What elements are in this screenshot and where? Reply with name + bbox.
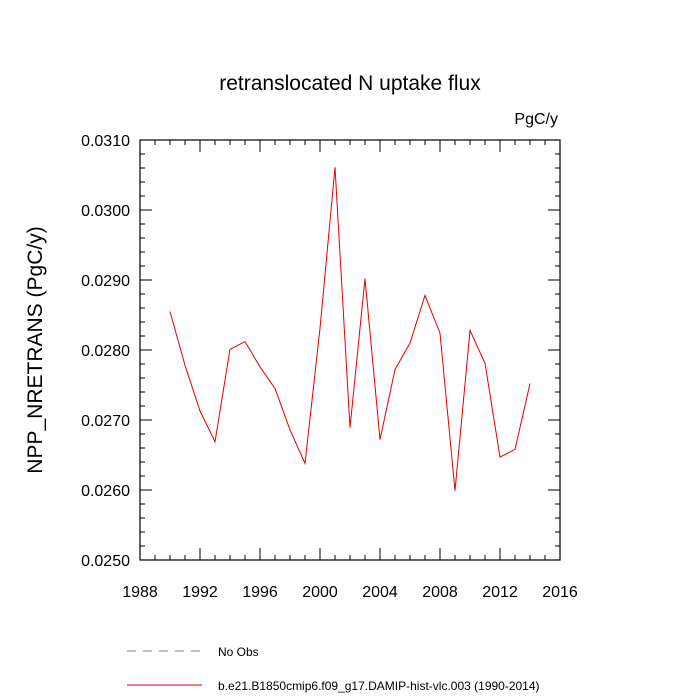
y-tick-label: 0.0290 xyxy=(81,273,130,290)
legend-label-no-obs: No Obs xyxy=(218,645,259,659)
y-tick-label: 0.0300 xyxy=(81,203,130,220)
x-tick-label: 1996 xyxy=(242,584,278,601)
x-tick-label: 1992 xyxy=(182,584,218,601)
plot-frame xyxy=(139,139,561,561)
y-tick-labels: 0.0250 0.0260 0.0270 0.0280 0.0290 0.0300 0.03… xyxy=(81,133,130,570)
x-tick-label: 2004 xyxy=(362,584,398,601)
x-tick-label: 2000 xyxy=(302,584,338,601)
series-layer xyxy=(169,167,531,491)
x-tick-label: 1988 xyxy=(122,584,158,601)
units-label: PgC/y xyxy=(514,111,558,128)
x-tick-label: 2008 xyxy=(422,584,458,601)
x-tick-label: 2016 xyxy=(542,584,578,601)
x-tick-labels: 1988 1992 1996 2000 2004 2008 2012 2016 xyxy=(122,584,578,601)
y-tick-label: 0.0250 xyxy=(81,553,130,570)
y-tick-label: 0.0280 xyxy=(81,343,130,360)
y-tick-label: 0.0260 xyxy=(81,483,130,500)
legend-label-series: b.e21.B1850cmip6.f09_g17.DAMIP-hist-vlc.… xyxy=(218,679,540,693)
x-tick-label: 2012 xyxy=(482,584,518,601)
y-tick-label: 0.0310 xyxy=(81,133,130,150)
legend: No Obs b.e21.B1850cmip6.f09_g17.DAMIP-hi… xyxy=(127,645,540,693)
y-axis-label: NPP_NRETRANS (PgC/y) xyxy=(24,226,47,473)
series-line-0 xyxy=(169,167,531,491)
axis-ticks xyxy=(139,139,561,561)
y-tick-label: 0.0270 xyxy=(81,413,130,430)
chart-title: retranslocated N uptake flux xyxy=(219,72,481,95)
